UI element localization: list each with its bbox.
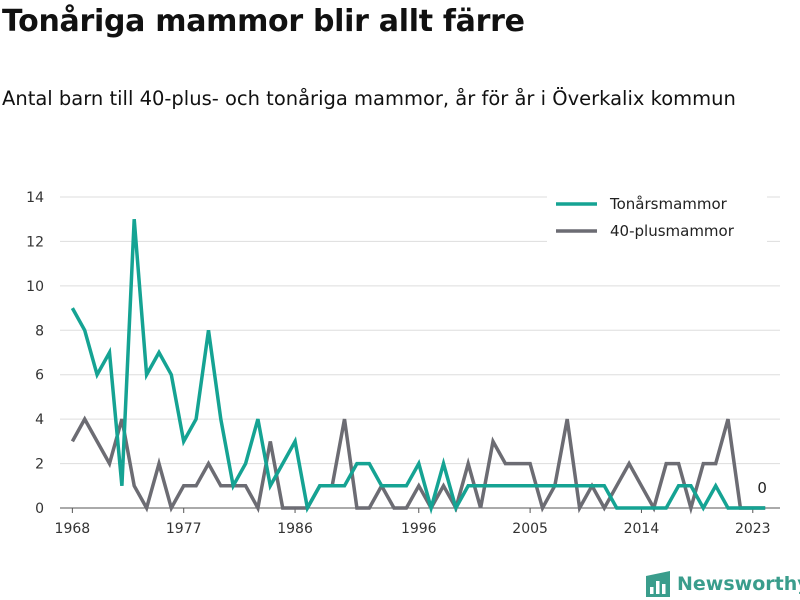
x-axis: 1968 1977 1986 1996 2005 2014 2023 (55, 507, 780, 537)
y-tick-label-4: 4 (35, 412, 44, 428)
x-tick-label-2023: 2023 (735, 521, 771, 537)
annotations: 0 (757, 479, 767, 497)
chart-title: Tonåriga mammor blir allt färre (2, 4, 525, 39)
x-tick-label-1986: 1986 (277, 521, 313, 537)
legend-label-ton-rsmammor: Tonårsmammor (609, 195, 728, 213)
series-line-ton-rsmammor (70, 219, 766, 515)
x-tick-label-1968: 1968 (55, 521, 91, 537)
x-tick-label-2014: 2014 (624, 521, 660, 537)
y-tick-label-14: 14 (26, 190, 44, 206)
y-tick-label-2: 2 (35, 457, 44, 473)
bar-chart-logo-icon (646, 571, 670, 597)
series-layer (70, 219, 766, 515)
series-line-40-plusmammor (70, 415, 766, 515)
y-tick-label-8: 8 (35, 323, 44, 339)
x-tick-label-1977: 1977 (166, 521, 202, 537)
legend-background (547, 186, 767, 244)
y-tick-label-10: 10 (26, 279, 44, 295)
y-tick-label-6: 6 (35, 368, 44, 384)
newsworthy-brand: Newsworthy (645, 568, 800, 600)
chart-subtitle: Antal barn till 40-plus- och tonåriga ma… (2, 87, 736, 110)
legend: Tonårsmammor 40-plusmammor (547, 186, 767, 244)
legend-label-40-plusmammor: 40-plusmammor (610, 222, 735, 240)
x-tick-label-1996: 1996 (401, 521, 437, 537)
y-axis-ticks: 0 2 4 6 8 10 12 14 (26, 190, 44, 517)
brand-name: Newsworthy (677, 573, 800, 595)
x-tick-label-2005: 2005 (512, 521, 548, 537)
end-value-label: 0 (757, 479, 767, 497)
y-tick-label-0: 0 (35, 501, 44, 517)
y-tick-label-12: 12 (26, 234, 44, 250)
